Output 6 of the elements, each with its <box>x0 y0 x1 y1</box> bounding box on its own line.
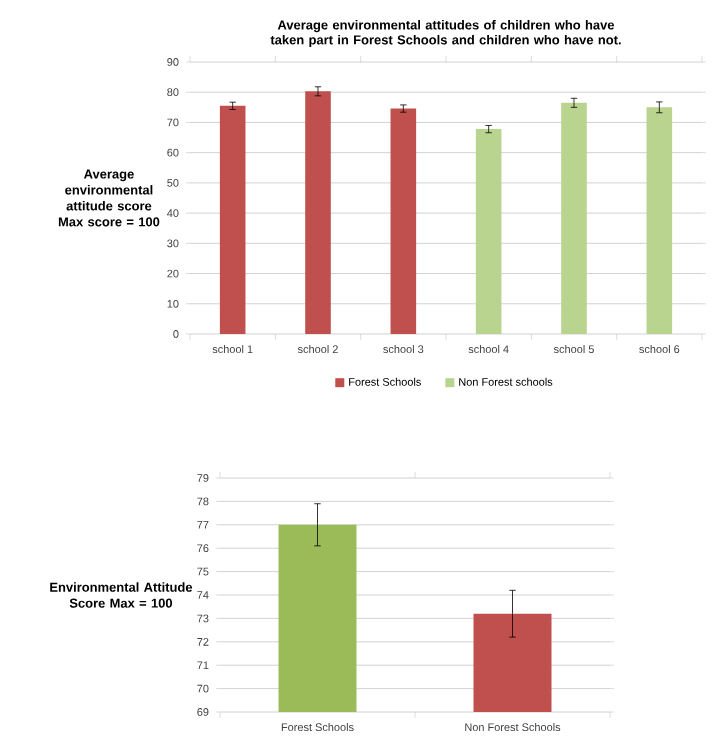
bar <box>475 129 502 334</box>
bar <box>646 107 673 334</box>
bar <box>390 108 417 334</box>
bar <box>561 102 587 334</box>
bar <box>219 105 246 334</box>
bar <box>305 91 331 334</box>
